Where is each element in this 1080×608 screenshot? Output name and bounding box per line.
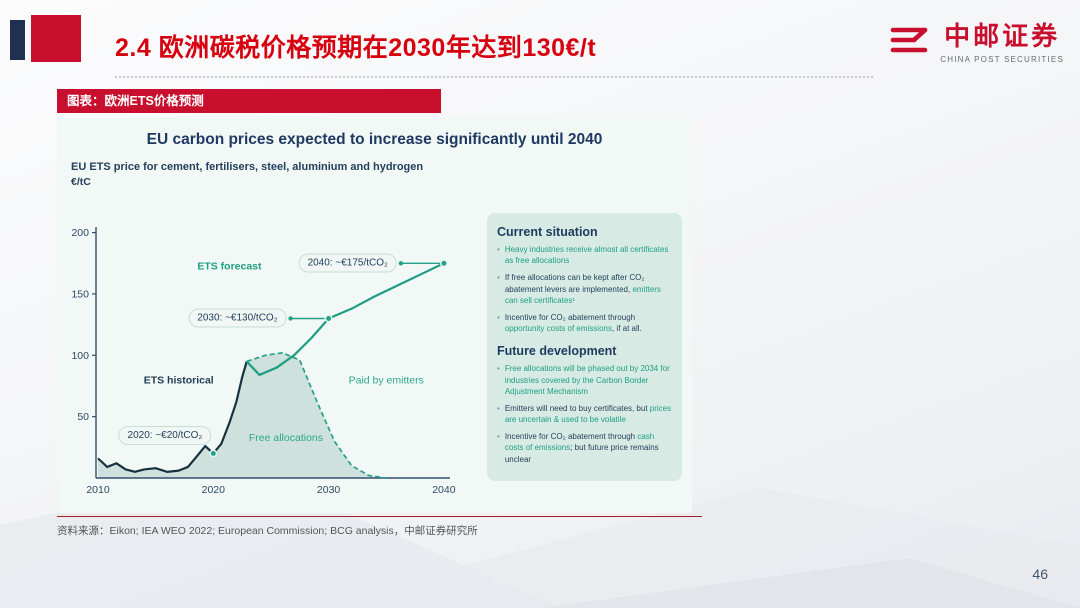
info-panel: Current situation • Heavy industries recei… xyxy=(487,213,682,481)
annotation-anchor-dot xyxy=(324,314,333,323)
title-accent-navy-block xyxy=(10,20,25,60)
chart-y-axis-unit: €/tC xyxy=(71,176,91,188)
bullet-marker: • xyxy=(497,245,500,254)
ets-price-chart-svg: 50 100 150 200 2010 2020 2030 2040 ETS forecast E… xyxy=(71,227,456,496)
series-free-allocations-phase-out-boundary- xyxy=(246,351,387,479)
panel-bullet: • Incentive for CO₂ abatement through opp… xyxy=(497,312,672,334)
annotation-pill: 2020: ~€20/tCO₂ xyxy=(118,426,212,446)
logo-text: 中邮证券 CHINA POST SECURITIES xyxy=(940,16,1064,64)
x-tick-label: 2030 xyxy=(317,484,341,496)
bullet-text: If free allocations can be kept after CO… xyxy=(504,273,661,305)
bullet-marker: • xyxy=(497,312,500,322)
page-title: 2.4 欧洲碳税价格预期在2030年达到130€/t xyxy=(115,34,597,62)
bullet-marker: • xyxy=(497,364,500,374)
y-tick-label: 50 xyxy=(77,411,89,423)
panel-bullet: • Free allocations will be phased out by … xyxy=(497,363,672,397)
bullet-text: Emitters will need to buy certificates, … xyxy=(504,403,672,425)
series-ets-historical xyxy=(97,361,248,473)
bullet-text: Incentive for CO₂ abatement through oppo… xyxy=(504,312,642,334)
bullet-text: Incentive for CO₂ abatement through cash… xyxy=(504,432,659,464)
bg-facet xyxy=(540,558,1080,608)
panel-bullet: • Incentive for CO₂ abatement through cas… xyxy=(497,431,672,465)
chart-label: ETS historical xyxy=(144,375,214,387)
panel-sections: Current situation • Heavy industries recei… xyxy=(497,225,672,465)
annotation-anchor-dot xyxy=(209,449,218,458)
bullet-marker: • xyxy=(497,273,500,283)
annotation-pill: 2040: ~€175/tCO₂ xyxy=(298,253,397,273)
y-tick-label: 100 xyxy=(71,350,89,362)
ets-price-chart: 50 100 150 200 2010 2020 2030 2040 ETS forecast E… xyxy=(67,197,487,497)
x-tick-label: 2040 xyxy=(432,484,456,496)
chart-label: Free allocations xyxy=(249,432,323,444)
title-accent-red-block xyxy=(31,15,81,62)
title-underline xyxy=(115,76,873,78)
china-post-logo: 中邮证券 CHINA POST SECURITIES xyxy=(886,16,1064,64)
bullet-text: Heavy industries receive almost all cert… xyxy=(504,245,669,266)
chart-label: ETS forecast xyxy=(197,260,262,272)
y-tick-label: 150 xyxy=(71,288,89,300)
logo-text-cn: 中邮证券 xyxy=(944,21,1061,51)
panel-bullet: • Emitters will need to buy certificates,… xyxy=(497,403,672,425)
annotation-pill: 2030: ~€130/tCO₂ xyxy=(188,308,287,328)
chart-label: Paid by emitters xyxy=(349,375,424,387)
bullet-marker: • xyxy=(497,403,500,413)
page-number: 46 xyxy=(1032,566,1048,582)
figure-banner: 图表：欧洲ETS价格预测 xyxy=(57,89,441,113)
annotation-connector-dot xyxy=(398,261,404,266)
free-allocations-area xyxy=(98,352,387,478)
chart-card: EU carbon prices expected to increase si… xyxy=(57,117,692,513)
panel-bullet: • If free allocations can be kept after C… xyxy=(497,272,672,306)
bullet-text: Free allocations will be phased out by 2… xyxy=(504,364,670,396)
chart-subtitle: EU ETS price for cement, fertilisers, st… xyxy=(71,161,424,173)
bullet-marker: • xyxy=(497,432,500,442)
bottom-rule xyxy=(57,516,702,517)
chart-title: EU carbon prices expected to increase si… xyxy=(146,131,603,148)
panel-section-heading: Current situation xyxy=(497,225,598,239)
china-post-logo-icon xyxy=(890,27,928,53)
annotation-anchor-dot xyxy=(439,259,448,268)
logo-text-en: CHINA POST SECURITIES xyxy=(940,55,1064,64)
panel-section-heading: Future development xyxy=(497,344,617,359)
panel-bullet: • Heavy industries receive almost all cer… xyxy=(497,244,672,266)
annotation-connector-dot xyxy=(288,316,293,321)
x-tick-label: 2020 xyxy=(202,484,226,496)
x-tick-label: 2010 xyxy=(86,484,110,496)
chart-row: 50 100 150 200 2010 2020 2030 2040 ETS forecast E… xyxy=(67,197,682,507)
y-tick-label: 200 xyxy=(71,227,89,239)
source-note: 资料来源：Eikon; IEA WEO 2022; European Commi… xyxy=(57,525,478,537)
